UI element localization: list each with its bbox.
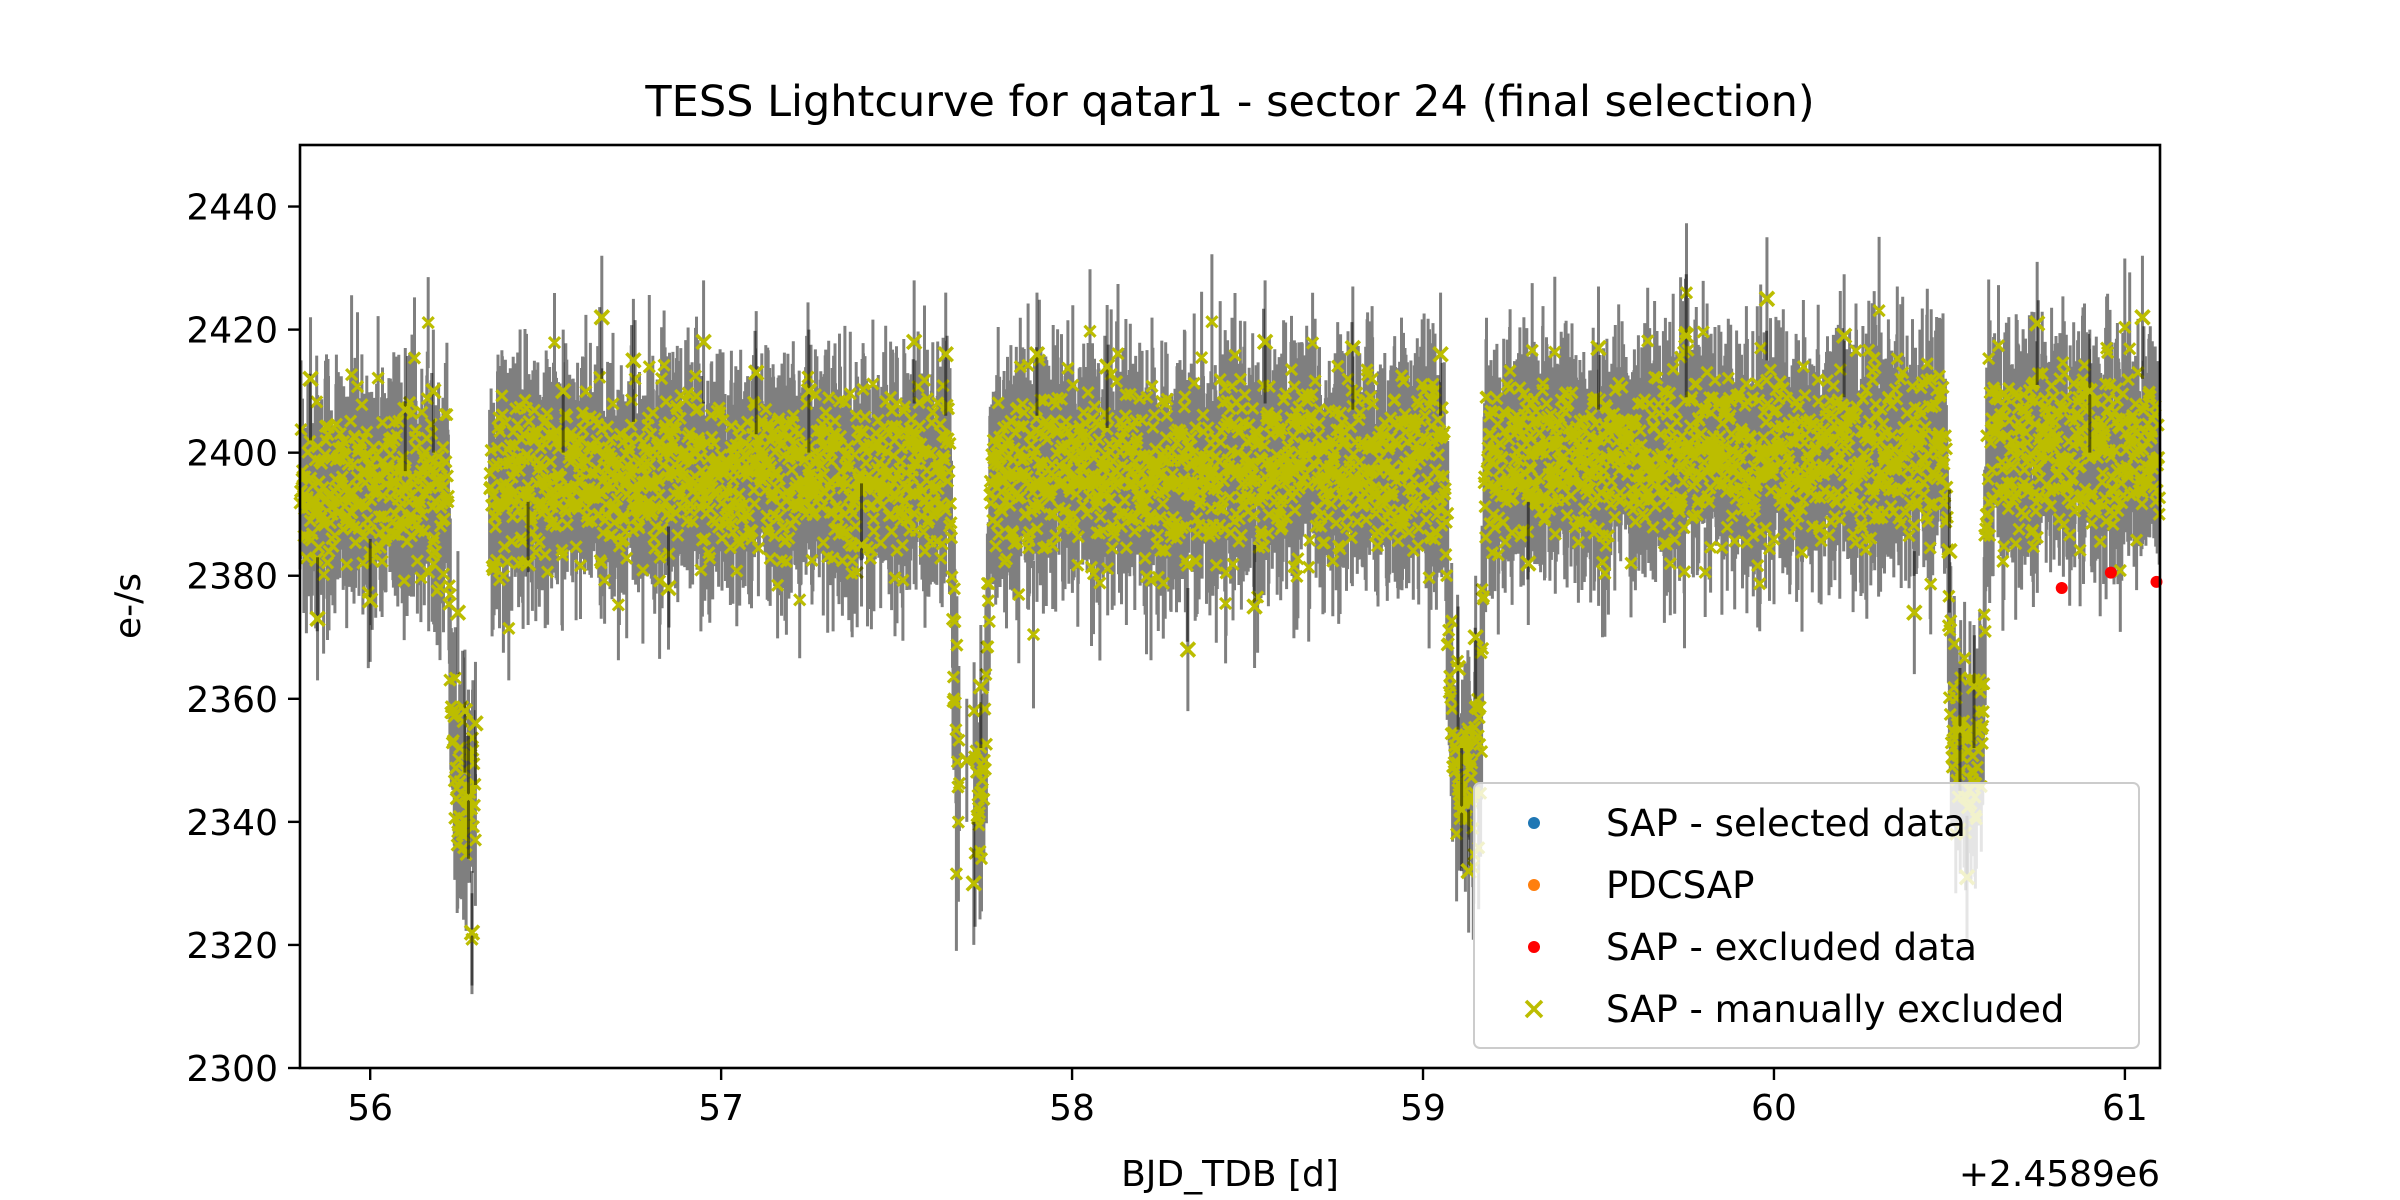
manually-excluded-point — [2028, 315, 2046, 332]
x-tick-label: 60 — [1751, 1088, 1797, 1129]
manually-excluded-point — [972, 678, 990, 695]
manually-excluded-point — [1179, 641, 1197, 658]
manually-excluded-point — [593, 309, 611, 326]
legend-label: SAP - excluded data — [1606, 926, 1977, 969]
manually-excluded-point — [660, 579, 677, 597]
manually-excluded-point — [2081, 382, 2099, 400]
manually-excluded-point — [397, 401, 414, 418]
manually-excluded-point — [1758, 290, 1776, 308]
manually-excluded-point — [800, 382, 818, 400]
manually-excluded-point — [853, 536, 870, 554]
x-axis-label: BJD_TDB [d] — [1121, 1154, 1339, 1195]
manually-excluded-point — [1965, 678, 1983, 695]
x-tick-label: 57 — [698, 1088, 744, 1129]
legend-dot-marker — [1528, 879, 1540, 891]
manually-excluded-point — [463, 924, 481, 941]
legend-entry: SAP - manually excluded — [1524, 988, 2064, 1031]
legend-label: SAP - manually excluded — [1606, 988, 2064, 1031]
manually-excluded-point — [1677, 327, 1695, 345]
manually-excluded-point — [1028, 345, 1046, 363]
legend-label: SAP - selected data — [1606, 802, 1966, 845]
legend: SAP - selected data PDCSAP SAP - excluded … — [1473, 782, 2140, 1049]
manually-excluded-point — [905, 333, 923, 351]
manually-excluded-point — [958, 752, 976, 769]
x-axis-offset-label: +2.4589e6 — [1959, 1154, 2160, 1195]
manually-excluded-point — [519, 555, 537, 572]
manually-excluded-point — [965, 875, 983, 892]
manually-excluded-point — [937, 345, 955, 363]
manually-excluded-point — [1520, 555, 1537, 572]
manually-excluded-point — [1449, 659, 1467, 677]
y-tick-label: 2380 — [186, 557, 278, 598]
x-axis-ticks: 56 57 58 59 60 61 — [347, 1068, 2148, 1129]
manually-excluded-point — [467, 715, 484, 732]
manually-excluded-point — [302, 370, 319, 388]
manually-excluded-point — [747, 364, 765, 381]
manually-excluded-point — [1467, 628, 1484, 646]
manually-excluded-point — [1453, 801, 1470, 818]
manually-excluded-point — [1246, 598, 1263, 615]
y-tick-label: 2440 — [186, 188, 278, 229]
manually-excluded-point — [625, 352, 642, 369]
manually-excluded-point — [695, 333, 712, 351]
y-tick-label: 2360 — [186, 680, 278, 721]
x-tick-label: 61 — [2102, 1088, 2148, 1129]
manually-excluded-point — [1941, 542, 1958, 560]
excluded-data-point — [2055, 582, 2068, 595]
chart-title: TESS Lightcurve for qatar1 - sector 24 (… — [644, 77, 1814, 127]
y-axis-ticks: 2300 2320 2340 2360 2380 2400 2420 2440 — [186, 188, 300, 1090]
manually-excluded-point — [449, 604, 467, 621]
manually-excluded-point — [1256, 333, 1274, 351]
manually-excluded-point — [309, 610, 326, 628]
y-axis-label: e-/s — [108, 573, 149, 639]
legend-entry: SAP - selected data — [1528, 802, 1966, 845]
x-tick-label: 59 — [1400, 1088, 1446, 1129]
manually-excluded-point — [1344, 339, 1362, 357]
legend-x-marker — [1524, 999, 1544, 1019]
y-tick-label: 2400 — [186, 434, 278, 475]
y-tick-label: 2420 — [186, 311, 278, 352]
manually-excluded-point — [1835, 327, 1853, 345]
x-tick-label: 56 — [347, 1088, 393, 1129]
legend-label: PDCSAP — [1606, 864, 1754, 907]
y-tick-label: 2300 — [186, 1049, 278, 1090]
x-tick-label: 58 — [1049, 1088, 1095, 1129]
legend-dot-marker — [1528, 941, 1540, 953]
manually-excluded-point — [361, 592, 379, 609]
manually-excluded-point — [1098, 358, 1116, 375]
manually-excluded-point — [554, 382, 572, 400]
manually-excluded-point — [460, 788, 477, 806]
manually-excluded-point — [1590, 339, 1607, 357]
legend-dot-marker — [1528, 817, 1540, 829]
legend-entry: SAP - excluded data — [1528, 926, 1977, 969]
y-tick-label: 2340 — [186, 803, 278, 844]
manually-excluded-point — [425, 382, 442, 400]
legend-box — [1473, 782, 2140, 1049]
plot-frame — [298, 143, 2162, 1070]
manually-excluded-point — [2134, 309, 2151, 326]
manually-excluded-point — [1432, 345, 1449, 363]
manually-excluded-point — [1906, 604, 1923, 621]
manually-excluded-point — [1951, 721, 1969, 738]
excluded-data-point — [2104, 566, 2117, 579]
legend-entry: PDCSAP — [1528, 864, 1754, 907]
y-tick-label: 2320 — [186, 926, 278, 967]
